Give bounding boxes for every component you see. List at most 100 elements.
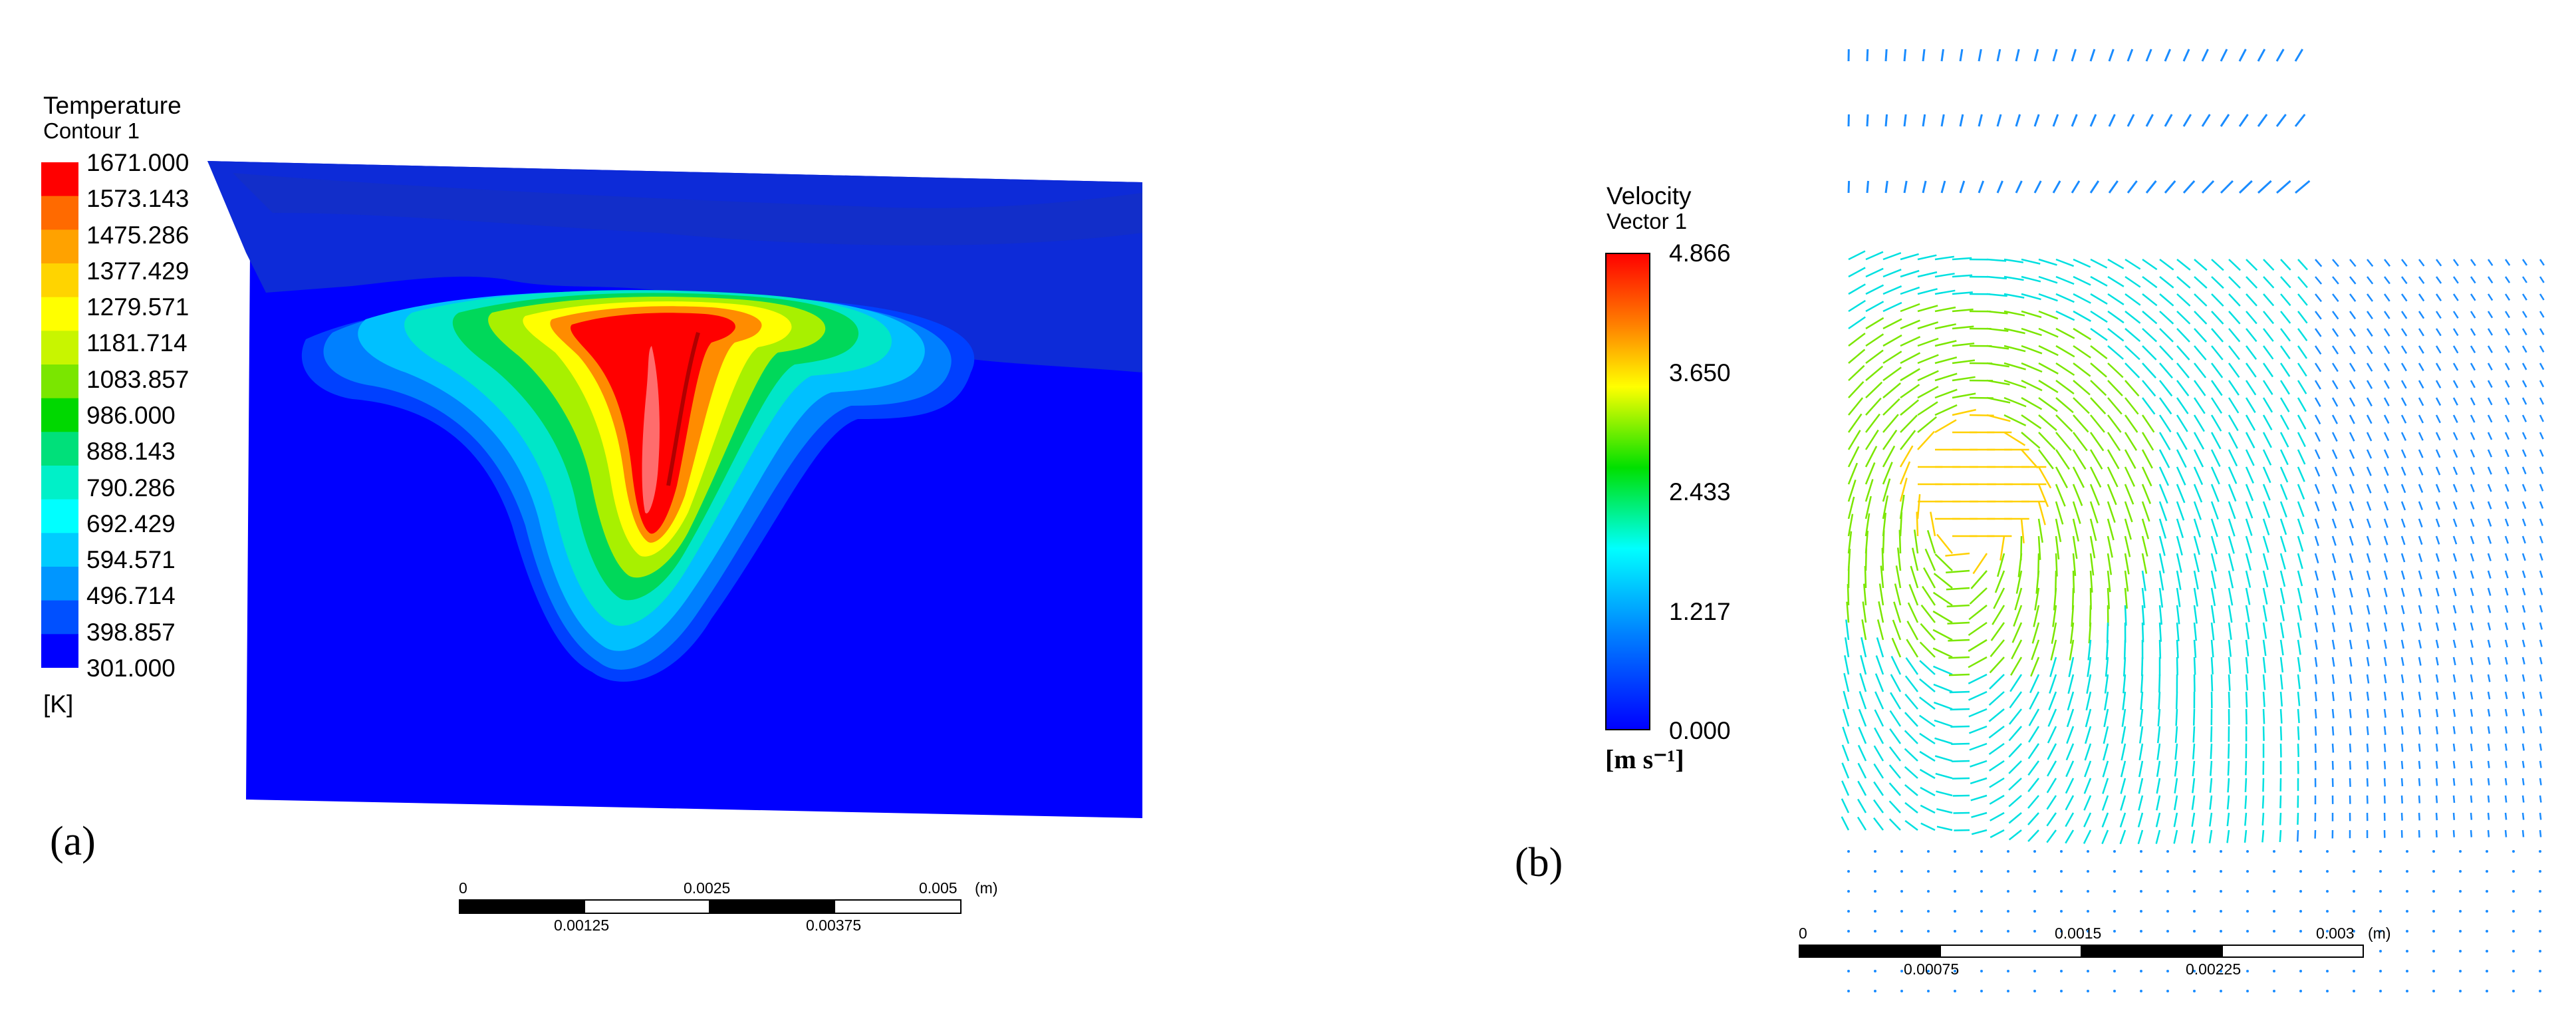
velocity-vector bbox=[2038, 275, 2058, 284]
velocity-vector bbox=[2379, 930, 2382, 933]
velocity-vector bbox=[2297, 380, 2307, 394]
velocity-vector bbox=[2349, 345, 2356, 355]
velocity-vector bbox=[1847, 513, 1854, 537]
velocity-vector bbox=[2432, 930, 2435, 933]
velocity-vector bbox=[2138, 795, 2144, 811]
velocity-vector bbox=[2280, 311, 2291, 324]
velocity-vector bbox=[2383, 432, 2390, 442]
velocity-vector bbox=[2055, 518, 2062, 543]
velocity-vector bbox=[2297, 449, 2306, 465]
temperature-contour-plot bbox=[207, 161, 1142, 818]
velocity-vector bbox=[2297, 276, 2308, 289]
velocity-vector bbox=[2400, 518, 2406, 528]
velocity-vector bbox=[2052, 114, 2059, 127]
velocity-vector bbox=[2141, 501, 2150, 522]
velocity-vector bbox=[1847, 930, 1850, 933]
velocity-vector bbox=[2087, 657, 2092, 677]
velocity-vector bbox=[1882, 495, 1889, 519]
velocity-vector bbox=[2418, 622, 2422, 631]
velocity-vector bbox=[2299, 990, 2302, 992]
velocity-vector bbox=[2314, 639, 2318, 650]
velocity-vector bbox=[2487, 466, 2492, 475]
velocity-vector bbox=[2279, 345, 2291, 360]
velocity-vector bbox=[2487, 760, 2490, 768]
velocity-vector bbox=[2263, 311, 2274, 325]
velocity-vector bbox=[2366, 380, 2373, 389]
velocity-vector bbox=[2246, 311, 2257, 325]
velocity-vector bbox=[2028, 708, 2040, 726]
velocity-vector bbox=[2245, 363, 2257, 378]
velocity-vector bbox=[2504, 622, 2509, 631]
velocity-vector bbox=[2432, 890, 2435, 893]
velocity-vector bbox=[2435, 363, 2442, 371]
velocity-vector bbox=[2060, 890, 2063, 893]
velocity-vector bbox=[2539, 345, 2545, 353]
velocity-vector bbox=[2257, 114, 2268, 127]
velocity-vector bbox=[2279, 449, 2289, 466]
velocity-vector bbox=[2487, 363, 2493, 371]
velocity-vector bbox=[1900, 319, 1920, 330]
velocity-vector bbox=[2349, 726, 2352, 736]
velocity-vector bbox=[2262, 518, 2270, 535]
velocity-vector bbox=[1934, 372, 1958, 382]
velocity-vector bbox=[2113, 970, 2116, 972]
velocity-vector bbox=[2383, 293, 2390, 302]
velocity-vector bbox=[2366, 466, 2372, 476]
velocity-vector bbox=[2279, 691, 2283, 707]
velocity-vector bbox=[2297, 414, 2307, 430]
velocity-vector bbox=[2210, 518, 2218, 537]
velocity-vector bbox=[2275, 49, 2285, 62]
velocity-vector bbox=[2142, 258, 2158, 271]
velocity-vector bbox=[2452, 311, 2459, 319]
velocity-vector bbox=[2158, 414, 2172, 433]
velocity-vector bbox=[2435, 501, 2440, 510]
velocity-vector bbox=[1927, 910, 1930, 913]
velocity-vector bbox=[2072, 466, 2085, 488]
velocity-vector bbox=[2400, 535, 2406, 545]
velocity-vector bbox=[1968, 639, 1988, 653]
velocity-vector bbox=[1936, 790, 1953, 797]
velocity-vector bbox=[2435, 812, 2438, 821]
velocity-vector bbox=[2176, 605, 2180, 625]
temperature-tick-label: 594.571 bbox=[86, 546, 176, 574]
velocity-vector bbox=[2470, 587, 2474, 597]
velocity-vector bbox=[2089, 501, 2099, 523]
velocity-vector bbox=[2141, 622, 2144, 643]
velocity-vector bbox=[1900, 850, 1903, 853]
velocity-vector bbox=[1874, 691, 1884, 710]
velocity-vector bbox=[2384, 276, 2390, 285]
velocity-vector bbox=[2124, 587, 2128, 609]
velocity-vector bbox=[2349, 259, 2357, 267]
velocity-vector bbox=[2418, 570, 2422, 580]
velocity-vector bbox=[1989, 674, 2005, 690]
velocity-vector bbox=[1970, 570, 1988, 589]
velocity-vector bbox=[2353, 930, 2355, 933]
velocity-vector bbox=[2164, 49, 2172, 62]
velocity-vector bbox=[2228, 432, 2238, 449]
velocity-vector bbox=[1847, 480, 1857, 502]
velocity-vector bbox=[2124, 518, 2132, 540]
velocity-vector bbox=[2166, 890, 2169, 893]
velocity-vector bbox=[2193, 870, 2196, 873]
velocity-vector bbox=[1906, 621, 1919, 641]
velocity-vector bbox=[2521, 414, 2527, 422]
velocity-vector bbox=[2159, 363, 2173, 379]
velocity-vector bbox=[1954, 970, 1956, 972]
velocity-vector bbox=[2055, 275, 2075, 285]
velocity-vector bbox=[2060, 870, 2063, 873]
velocity-vector bbox=[1917, 386, 1939, 399]
velocity-vector bbox=[2073, 432, 2088, 452]
velocity-vector bbox=[2158, 553, 2165, 573]
velocity-vector bbox=[2246, 870, 2249, 873]
velocity-vector bbox=[2400, 363, 2407, 372]
velocity-vector bbox=[2331, 397, 2339, 407]
velocity-vector bbox=[1952, 392, 1976, 399]
velocity-vector bbox=[1890, 674, 1902, 692]
velocity-vector bbox=[1920, 623, 1936, 641]
velocity-vector bbox=[2087, 910, 2089, 913]
velocity-vector bbox=[2090, 310, 2108, 323]
velocity-vector bbox=[1990, 639, 2005, 657]
velocity-vector bbox=[2175, 708, 2178, 726]
velocity-vector bbox=[2400, 345, 2408, 355]
velocity-vector bbox=[2158, 449, 2170, 468]
